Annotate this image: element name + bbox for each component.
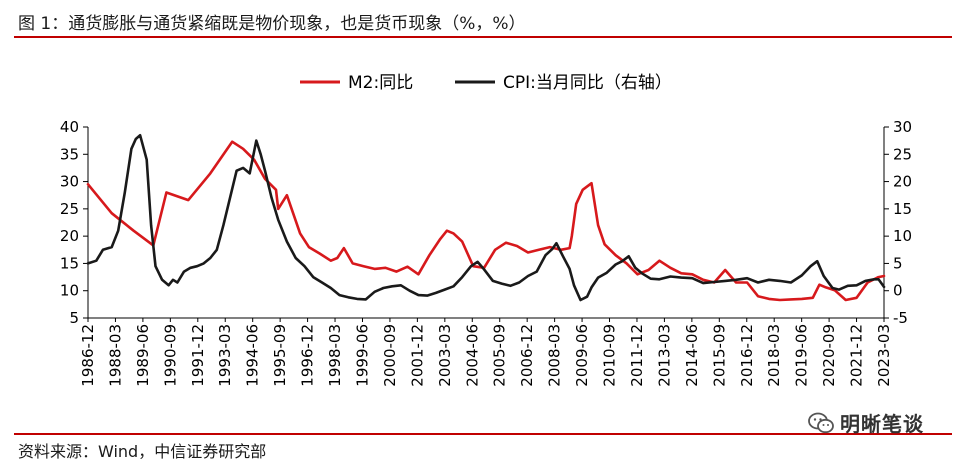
top-rule: [14, 36, 952, 38]
chart-title: 图 1：通货膨胀与通货紧缩既是物价现象，也是货币现象（%，%）: [18, 14, 526, 34]
x-tick-label: 2009-06: [573, 324, 591, 387]
left-tick-label: 15: [60, 254, 79, 272]
right-tick-label: -5: [893, 309, 908, 327]
x-tick-label: 2008-03: [546, 324, 564, 387]
x-tick-label: 2004-06: [463, 324, 481, 387]
wechat-icon: [808, 412, 834, 433]
right-tick-label: 30: [893, 118, 912, 136]
right-tick-label: 10: [893, 227, 912, 245]
x-tick-label: 2016-12: [738, 324, 756, 387]
x-tick-label: 2001-12: [408, 324, 426, 387]
source-note: 资料来源：Wind，中信证券研究部: [18, 442, 267, 461]
x-tick-label: 1999-06: [353, 324, 371, 387]
x-tick-label: 2013-03: [655, 324, 673, 387]
left-tick-label: 40: [60, 118, 79, 136]
x-tick-label: 1994-06: [244, 324, 262, 387]
x-tick-label: 2015-09: [710, 324, 728, 387]
x-tick-label: 1995-09: [271, 324, 289, 387]
x-tick-label: 1991-12: [189, 324, 207, 387]
legend-cpi-label: CPI:当月同比（右轴）: [503, 73, 672, 93]
x-tick-label: 1990-09: [161, 324, 179, 387]
x-tick-label: 2020-09: [820, 324, 838, 387]
x-tick-label: 1996-12: [299, 324, 317, 387]
series-lines: [86, 133, 886, 302]
x-tick-label: 2019-06: [793, 324, 811, 387]
cpi-yoy-line: [86, 133, 886, 302]
right-tick-label: 15: [893, 200, 912, 218]
watermark-text: 明晰笔谈: [840, 412, 924, 436]
x-tick-label: 2021-12: [848, 324, 866, 387]
x-tick-label: 2003-03: [436, 324, 454, 387]
left-tick-label: 30: [60, 173, 79, 191]
legend-m2-label: M2:同比: [348, 73, 413, 93]
legend: M2:同比 CPI:当月同比（右轴）: [300, 73, 672, 93]
x-tick-label: 2011-12: [628, 324, 646, 387]
x-tick-label: 1988-03: [106, 324, 124, 387]
x-tick-label: 1986-12: [79, 324, 97, 387]
right-tick-label: 20: [893, 173, 912, 191]
right-tick-label: 0: [893, 282, 903, 300]
x-tick-label: 1993-03: [216, 324, 234, 387]
x-tick-label: 2014-06: [683, 324, 701, 387]
bottom-rule: [14, 433, 952, 435]
watermark: 明晰笔谈: [808, 408, 924, 437]
x-tick-label: 2023-03: [875, 324, 893, 387]
x-tick-label: 1989-06: [134, 324, 152, 387]
left-tick-label: 25: [60, 200, 79, 218]
axes: 5 10 15 20 25 30 35 40 -5 0 5 10 15 20 25 30 1986-12 1988…: [60, 118, 912, 387]
left-tick-label: 35: [60, 145, 79, 163]
right-tick-label: 5: [893, 254, 903, 272]
x-tick-label: 2010-09: [601, 324, 619, 387]
x-tick-label: 2005-09: [491, 324, 509, 387]
left-tick-label: 20: [60, 227, 79, 245]
x-tick-label: 2006-12: [518, 324, 536, 387]
left-tick-label: 5: [69, 309, 79, 327]
left-tick-label: 10: [60, 282, 79, 300]
x-tick-label: 2000-09: [381, 324, 399, 387]
right-tick-label: 25: [893, 145, 912, 163]
x-tick-label: 2018-03: [765, 324, 783, 387]
x-tick-label: 1998-03: [326, 324, 344, 387]
m2-yoy-line: [86, 140, 886, 302]
